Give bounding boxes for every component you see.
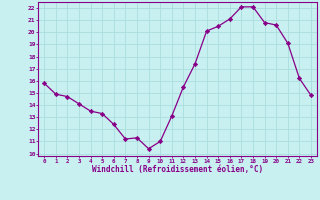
X-axis label: Windchill (Refroidissement éolien,°C): Windchill (Refroidissement éolien,°C)	[92, 165, 263, 174]
